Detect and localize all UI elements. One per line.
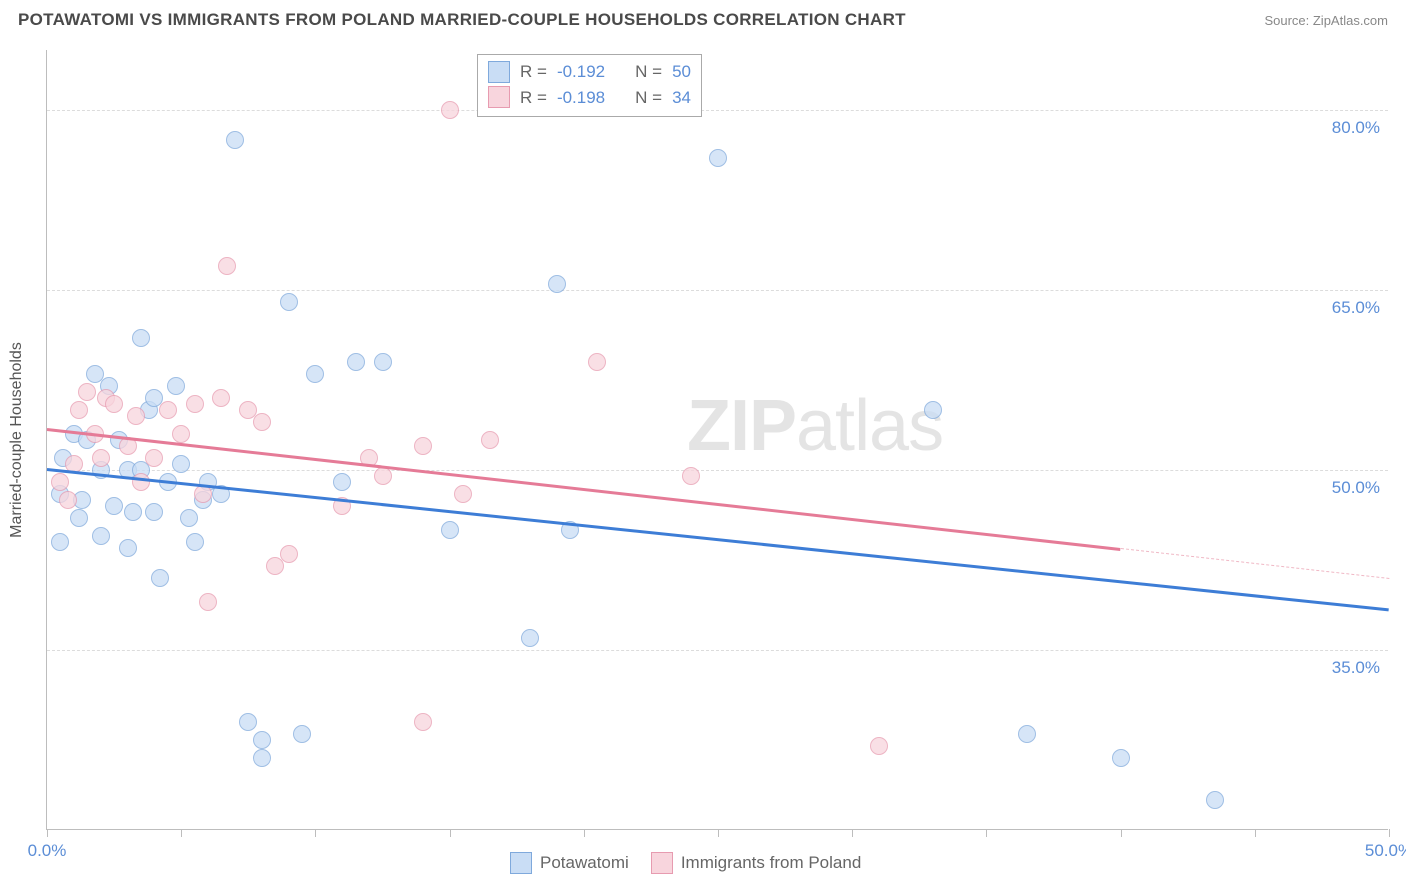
legend-swatch	[651, 852, 673, 874]
scatter-point	[521, 629, 539, 647]
scatter-point	[119, 539, 137, 557]
y-tick-label: 35.0%	[1332, 658, 1380, 678]
legend-item: Immigrants from Poland	[651, 852, 861, 874]
scatter-point	[414, 713, 432, 731]
series-legend: Potawatomi Immigrants from Poland	[510, 852, 861, 874]
trend-line	[1121, 548, 1390, 579]
y-tick-label: 80.0%	[1332, 118, 1380, 138]
scatter-point	[51, 533, 69, 551]
scatter-point	[253, 731, 271, 749]
legend-label: Potawatomi	[540, 853, 629, 873]
gridline	[47, 110, 1388, 111]
scatter-point	[172, 425, 190, 443]
legend-label: Immigrants from Poland	[681, 853, 861, 873]
scatter-point	[280, 293, 298, 311]
scatter-point	[239, 713, 257, 731]
scatter-point	[870, 737, 888, 755]
scatter-point	[1018, 725, 1036, 743]
gridline	[47, 650, 1388, 651]
scatter-point	[70, 509, 88, 527]
scatter-point	[92, 527, 110, 545]
x-tick-label: 50.0%	[1365, 841, 1406, 861]
x-tick	[1121, 829, 1122, 837]
scatter-point	[481, 431, 499, 449]
scatter-point	[253, 749, 271, 767]
x-tick	[47, 829, 48, 837]
scatter-point	[1112, 749, 1130, 767]
scatter-point	[709, 149, 727, 167]
legend-item: Potawatomi	[510, 852, 629, 874]
x-tick	[315, 829, 316, 837]
chart-title: POTAWATOMI VS IMMIGRANTS FROM POLAND MAR…	[18, 10, 906, 30]
watermark: ZIPatlas	[687, 385, 943, 467]
scatter-point	[70, 401, 88, 419]
scatter-point	[172, 455, 190, 473]
legend-swatch	[488, 61, 510, 83]
scatter-point	[186, 533, 204, 551]
scatter-point	[199, 593, 217, 611]
stat-legend-row: R = -0.198N = 34	[488, 85, 691, 111]
scatter-point	[306, 365, 324, 383]
scatter-point	[159, 401, 177, 419]
gridline	[47, 470, 1388, 471]
x-tick	[852, 829, 853, 837]
x-tick	[584, 829, 585, 837]
scatter-point	[218, 257, 236, 275]
scatter-point	[105, 497, 123, 515]
scatter-point	[682, 467, 700, 485]
scatter-point	[186, 395, 204, 413]
scatter-point	[347, 353, 365, 371]
scatter-point	[924, 401, 942, 419]
x-tick	[181, 829, 182, 837]
header: POTAWATOMI VS IMMIGRANTS FROM POLAND MAR…	[0, 0, 1406, 36]
scatter-point	[1206, 791, 1224, 809]
scatter-point	[374, 467, 392, 485]
scatter-point	[293, 725, 311, 743]
stat-legend-row: R = -0.192N = 50	[488, 59, 691, 85]
x-tick	[718, 829, 719, 837]
scatter-point	[414, 437, 432, 455]
scatter-point	[180, 509, 198, 527]
scatter-point	[167, 377, 185, 395]
scatter-point	[194, 485, 212, 503]
scatter-point	[441, 101, 459, 119]
scatter-point	[132, 473, 150, 491]
scatter-point	[151, 569, 169, 587]
scatter-point	[145, 449, 163, 467]
legend-swatch	[510, 852, 532, 874]
scatter-point	[127, 407, 145, 425]
scatter-point	[333, 473, 351, 491]
scatter-point	[78, 383, 96, 401]
scatter-point	[280, 545, 298, 563]
scatter-point	[374, 353, 392, 371]
scatter-point	[253, 413, 271, 431]
chart-plot-area: Married-couple Households ZIPatlas 35.0%…	[46, 50, 1388, 830]
trend-line	[47, 468, 1389, 611]
x-tick	[1389, 829, 1390, 837]
scatter-point	[454, 485, 472, 503]
scatter-point	[51, 473, 69, 491]
x-tick	[1255, 829, 1256, 837]
x-tick	[450, 829, 451, 837]
scatter-point	[212, 389, 230, 407]
scatter-point	[145, 503, 163, 521]
scatter-point	[548, 275, 566, 293]
scatter-point	[132, 329, 150, 347]
scatter-point	[226, 131, 244, 149]
x-tick	[986, 829, 987, 837]
scatter-point	[105, 395, 123, 413]
scatter-point	[92, 449, 110, 467]
correlation-stats-box: R = -0.192N = 50R = -0.198N = 34	[477, 54, 702, 117]
scatter-point	[124, 503, 142, 521]
gridline	[47, 290, 1388, 291]
x-tick-label: 0.0%	[28, 841, 67, 861]
scatter-point	[588, 353, 606, 371]
scatter-point	[441, 521, 459, 539]
y-tick-label: 50.0%	[1332, 478, 1380, 498]
scatter-point	[59, 491, 77, 509]
legend-swatch	[488, 86, 510, 108]
y-axis-title: Married-couple Households	[8, 342, 26, 538]
y-tick-label: 65.0%	[1332, 298, 1380, 318]
source-label: Source: ZipAtlas.com	[1264, 13, 1388, 28]
